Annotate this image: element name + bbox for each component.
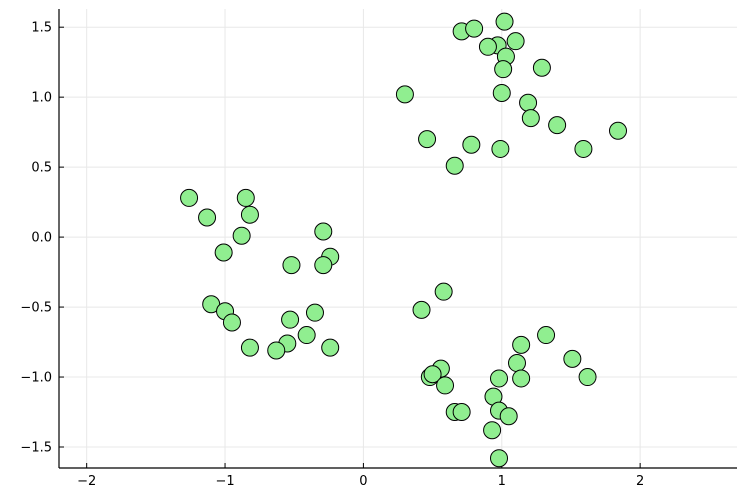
- data-point: [507, 354, 526, 373]
- data-point: [512, 335, 531, 354]
- data-point: [452, 403, 471, 422]
- data-point: [395, 85, 414, 104]
- data-point: [578, 368, 597, 387]
- data-point: [240, 205, 259, 224]
- data-point: [282, 256, 301, 275]
- data-point: [490, 369, 509, 388]
- data-point: [267, 341, 286, 360]
- x-tick-label: −1: [215, 474, 234, 489]
- data-point: [494, 60, 513, 79]
- data-point: [478, 37, 497, 56]
- data-point: [232, 226, 251, 245]
- y-tick-label: 0.5: [31, 161, 52, 176]
- x-tick-label: 2: [636, 474, 644, 489]
- y-tick-label: 0.0: [31, 231, 52, 246]
- data-point: [412, 300, 431, 319]
- data-point: [240, 338, 259, 357]
- grid: [59, 9, 737, 468]
- data-point: [491, 139, 510, 158]
- data-point: [418, 130, 437, 149]
- data-point: [483, 421, 502, 440]
- y-tick-label: −1.5: [20, 441, 52, 456]
- y-tick-label: −1.0: [20, 371, 52, 386]
- data-point: [434, 282, 453, 301]
- data-point: [198, 208, 217, 227]
- data-point: [314, 222, 333, 241]
- data-point: [462, 135, 481, 154]
- data-point: [222, 313, 241, 332]
- data-point: [506, 32, 525, 51]
- data-point: [423, 365, 442, 384]
- x-tick-label: −2: [77, 474, 96, 489]
- data-point: [180, 188, 199, 207]
- data-point: [574, 139, 593, 158]
- data-point: [314, 256, 333, 275]
- data-point: [512, 369, 531, 388]
- y-tick-label: −0.5: [20, 301, 52, 316]
- data-point: [490, 449, 509, 468]
- data-point: [495, 12, 514, 31]
- data-point: [281, 310, 300, 329]
- data-point: [532, 58, 551, 77]
- data-point: [537, 326, 556, 345]
- data-points: [180, 12, 628, 468]
- data-point: [321, 338, 340, 357]
- data-point: [445, 156, 464, 175]
- data-point: [499, 407, 518, 426]
- data-point: [563, 349, 582, 368]
- data-point: [214, 243, 233, 262]
- data-point: [492, 83, 511, 102]
- y-tick-label: 1.0: [31, 91, 52, 106]
- x-tick-label: 0: [359, 474, 367, 489]
- data-point: [236, 188, 255, 207]
- x-tick-label: 1: [498, 474, 506, 489]
- data-point: [519, 93, 538, 112]
- data-point: [609, 121, 628, 140]
- data-point: [548, 116, 567, 135]
- data-point: [297, 326, 316, 345]
- axes: [58, 9, 737, 469]
- data-point: [436, 376, 455, 395]
- data-point: [465, 19, 484, 38]
- ticks: −2 −1 0 1 2 −1.5 −1.0 −0.5 0.0 0.5 1.0 1.5: [20, 21, 644, 489]
- y-tick-label: 1.5: [31, 21, 52, 36]
- data-point: [305, 303, 324, 322]
- data-point: [521, 109, 540, 128]
